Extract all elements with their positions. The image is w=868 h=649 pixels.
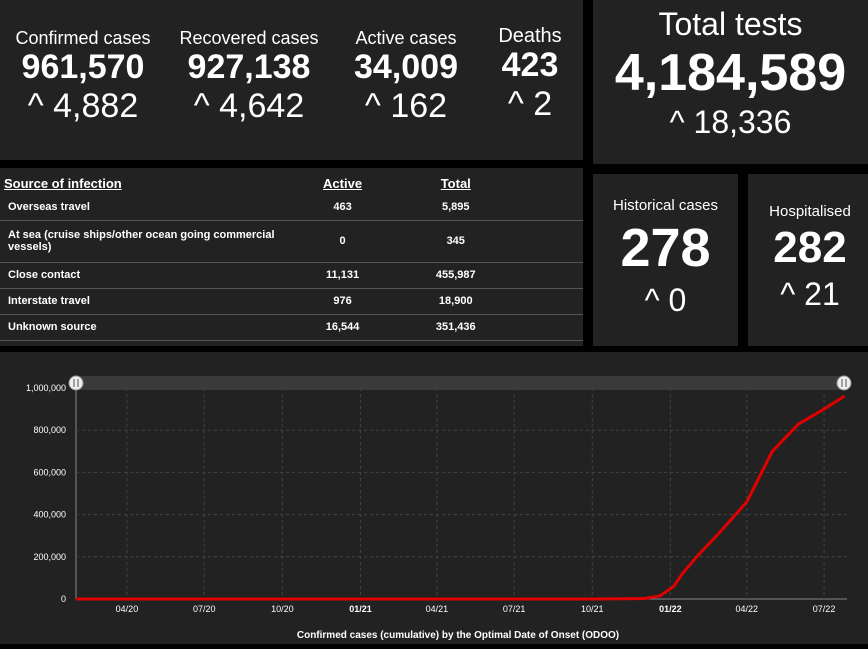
y-tick-label: 200,000 bbox=[33, 552, 66, 562]
chart-panel: 0 200,000 400,000 600,000 800,000 1,000,000 0… bbox=[0, 352, 868, 644]
x-tick-label: 10/21 bbox=[581, 604, 604, 614]
source-header: Source of infection bbox=[4, 175, 122, 191]
row-active: 463 bbox=[288, 194, 397, 221]
range-handle-left[interactable] bbox=[68, 375, 84, 391]
x-tick-label: 07/21 bbox=[503, 604, 526, 614]
recovered-value: 927,138 bbox=[187, 48, 311, 86]
tests-stat: Total tests 4,184,589 ^ 18,336 bbox=[593, 4, 868, 142]
hospitalised-stat: Hospitalised 282 ^ 21 bbox=[748, 202, 868, 314]
total-header: Total bbox=[440, 175, 471, 191]
x-tick-label: 04/21 bbox=[426, 604, 449, 614]
active-delta: ^ 162 bbox=[364, 87, 448, 125]
y-tick-label: 800,000 bbox=[33, 425, 66, 435]
table-header-row: Source of infection Active Total bbox=[0, 172, 583, 194]
range-slider-track[interactable] bbox=[76, 376, 847, 390]
recovered-delta: ^ 4,642 bbox=[193, 87, 305, 125]
table-row: Unknown source 16,544 351,436 bbox=[0, 314, 583, 341]
confirmed-stat: Confirmed cases 961,570 ^ 4,882 bbox=[8, 28, 158, 126]
cumulative-cases-line bbox=[76, 394, 846, 601]
stats-panel bbox=[0, 0, 583, 160]
row-active: 976 bbox=[288, 288, 397, 315]
x-tick-label: 10/20 bbox=[271, 604, 294, 614]
row-source: At sea (cruise ships/other ocean going c… bbox=[0, 220, 289, 263]
table-row: Close contact 11,131 455,987 bbox=[0, 262, 583, 289]
y-tick-label: 1,000,000 bbox=[26, 383, 66, 393]
row-total: 351,436 bbox=[396, 314, 515, 341]
confirmed-label: Confirmed cases bbox=[15, 28, 151, 48]
table-row: Interstate travel 976 18,900 bbox=[0, 288, 583, 315]
hospitalised-value: 282 bbox=[773, 223, 847, 272]
row-total: 18,900 bbox=[396, 288, 515, 315]
y-tick-label: 400,000 bbox=[33, 510, 66, 520]
deaths-label: Deaths bbox=[498, 25, 562, 47]
x-tick-label: 01/22 bbox=[659, 604, 682, 614]
tests-value: 4,184,589 bbox=[614, 44, 847, 102]
deaths-stat: Deaths 423 ^ 2 bbox=[488, 26, 572, 124]
tests-label: Total tests bbox=[658, 6, 803, 42]
row-active: 11,131 bbox=[288, 262, 397, 289]
hospitalised-panel bbox=[748, 174, 868, 346]
active-stat: Active cases 34,009 ^ 162 bbox=[342, 28, 470, 126]
table-row: At sea (cruise ships/other ocean going c… bbox=[0, 220, 583, 263]
deaths-delta: ^ 2 bbox=[507, 85, 553, 123]
row-active: 16,544 bbox=[288, 314, 397, 341]
tests-panel bbox=[593, 0, 868, 164]
x-tick-label: 04/22 bbox=[736, 604, 759, 614]
x-tick-label: 01/21 bbox=[349, 604, 372, 614]
historical-value: 278 bbox=[620, 218, 711, 278]
recovered-label: Recovered cases bbox=[179, 28, 319, 48]
table-row: Overseas travel 463 5,895 bbox=[0, 194, 583, 221]
tests-delta: ^ 18,336 bbox=[669, 104, 792, 140]
y-tick-label: 0 bbox=[61, 594, 66, 604]
deaths-value: 423 bbox=[501, 46, 559, 84]
row-source: Close contact bbox=[0, 262, 289, 289]
range-handle-right[interactable] bbox=[836, 375, 852, 391]
confirmed-delta: ^ 4,882 bbox=[27, 87, 139, 125]
x-tick-label: 07/20 bbox=[193, 604, 216, 614]
recovered-stat: Recovered cases 927,138 ^ 4,642 bbox=[174, 28, 324, 126]
row-source: Unknown source bbox=[0, 314, 289, 341]
historical-label: Historical cases bbox=[612, 197, 719, 214]
active-header: Active bbox=[323, 175, 363, 191]
row-total: 345 bbox=[396, 220, 515, 263]
x-tick-label: 04/20 bbox=[116, 604, 139, 614]
source-table: Source of infection Active Total Oversea… bbox=[0, 172, 583, 341]
historical-stat: Historical cases 278 ^ 0 bbox=[593, 196, 738, 320]
row-total: 455,987 bbox=[396, 262, 515, 289]
cumulative-cases-chart: 0 200,000 400,000 600,000 800,000 1,000,000 0… bbox=[26, 375, 852, 641]
active-label: Active cases bbox=[355, 28, 457, 48]
y-tick-label: 600,000 bbox=[33, 467, 66, 477]
historical-panel bbox=[593, 174, 738, 346]
x-tick-label: 07/22 bbox=[813, 604, 836, 614]
row-total: 5,895 bbox=[396, 194, 515, 221]
hospitalised-label: Hospitalised bbox=[769, 203, 851, 220]
row-active: 0 bbox=[288, 220, 397, 263]
active-value: 34,009 bbox=[354, 48, 458, 86]
row-source: Overseas travel bbox=[0, 194, 289, 221]
x-axis-label: Confirmed cases (cumulative) by the Opti… bbox=[297, 630, 619, 641]
row-source: Interstate travel bbox=[0, 288, 289, 315]
hospitalised-delta: ^ 21 bbox=[780, 276, 840, 312]
historical-delta: ^ 0 bbox=[644, 282, 687, 318]
confirmed-value: 961,570 bbox=[21, 48, 145, 86]
